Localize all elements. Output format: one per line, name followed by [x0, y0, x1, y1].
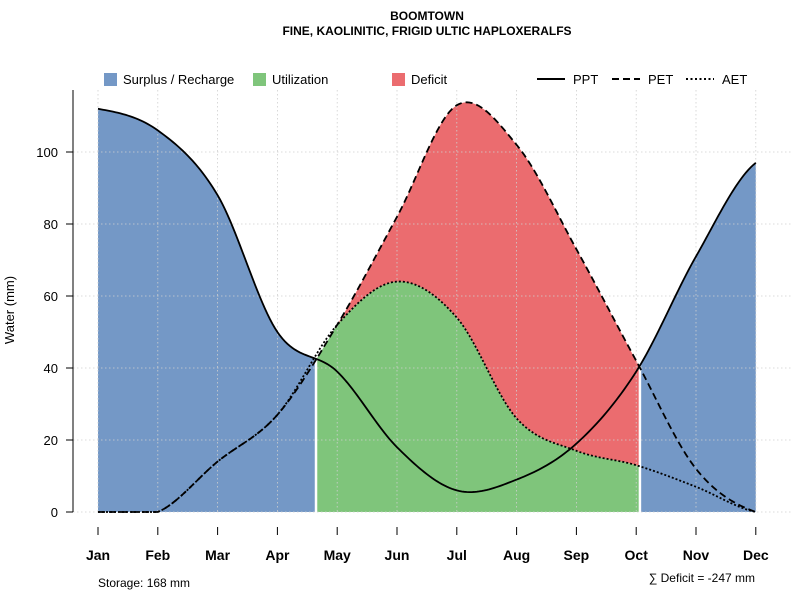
legend-swatch-0 [104, 73, 117, 86]
deficit-area [317, 102, 639, 466]
x-tick-label: Mar [205, 547, 230, 563]
x-tick-label: Feb [145, 547, 170, 563]
x-tick-label: Sep [564, 547, 590, 563]
legend-label: Surplus / Recharge [123, 72, 234, 87]
x-tick-label: Jan [86, 547, 110, 563]
y-tick-label: 40 [44, 361, 58, 376]
area-layer [98, 102, 756, 513]
chart-title: BOOMTOWN [390, 9, 464, 23]
storage-annotation: Storage: 168 mm [98, 576, 190, 590]
series-line-aet [98, 280, 757, 513]
x-tick-label: May [324, 547, 351, 563]
legend-label: AET [722, 72, 747, 87]
surplus-area [98, 108, 315, 513]
legend-label: Deficit [411, 72, 448, 87]
chart-subtitle: FINE, KAOLINITIC, FRIGID ULTIC HAPLOXERA… [282, 24, 571, 38]
legend: Surplus / Recharge Utilization Deficit PPT P… [104, 72, 747, 87]
legend-label: PPT [573, 72, 598, 87]
series-line-ppt [97, 107, 757, 494]
x-tick-label: Jul [447, 547, 467, 563]
legend-swatch-2 [392, 73, 405, 86]
utilization-area [317, 281, 639, 512]
axes-layer: 0 20 40 60 80 100 Jan Feb Mar Apr May Jun Jul Aug Sep O… [36, 90, 769, 563]
y-tick-label: 0 [51, 505, 58, 520]
y-axis-label: Water (mm) [2, 276, 17, 344]
legend-label: Utilization [272, 72, 328, 87]
x-tick-label: Aug [503, 547, 530, 563]
y-tick-label: 60 [44, 289, 58, 304]
legend-swatch-1 [253, 73, 266, 86]
x-tick-label: Dec [743, 547, 769, 563]
y-tick-label: 20 [44, 433, 58, 448]
x-tick-label: Jun [385, 547, 410, 563]
x-tick-label: Nov [683, 547, 710, 563]
surplus-area [641, 162, 756, 513]
x-tick-label: Oct [625, 547, 649, 563]
legend-label: PET [648, 72, 673, 87]
line-layer [97, 101, 757, 513]
x-tick-label: Apr [265, 547, 290, 563]
y-tick-label: 100 [36, 145, 58, 160]
y-tick-label: 80 [44, 217, 58, 232]
deficit-annotation: ∑ Deficit = -247 mm [649, 571, 755, 585]
